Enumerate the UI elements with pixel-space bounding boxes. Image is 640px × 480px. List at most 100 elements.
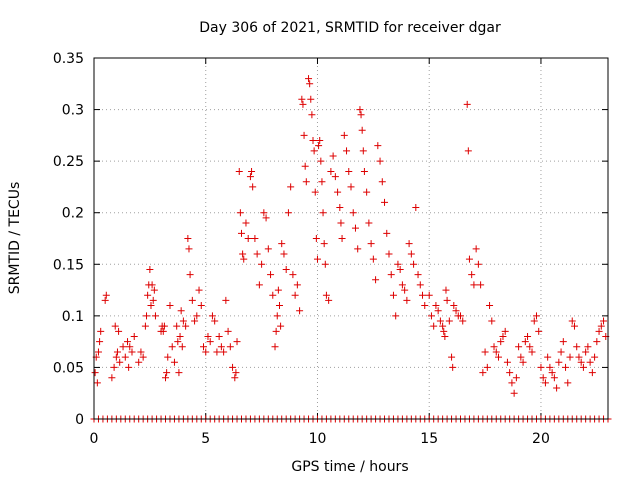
data-point [372,276,380,284]
data-point [508,379,516,387]
data-point [349,209,357,217]
data-point [222,296,230,304]
data-point [273,312,281,320]
data-point [302,178,310,186]
data-point [249,183,257,191]
data-point [579,363,587,371]
data-point [124,338,132,346]
data-point [412,204,420,212]
data-point [481,348,489,356]
data-point [376,157,384,165]
data-point [351,224,359,232]
data-point [108,374,116,382]
data-point [394,260,402,268]
data-point [416,281,424,289]
data-point [94,348,102,356]
data-point [110,363,118,371]
data-point [410,260,418,268]
data-point [162,374,170,382]
data-point [459,317,467,325]
data-point [488,317,496,325]
data-point [179,317,187,325]
data-point [240,255,248,263]
data-point [143,312,151,320]
y-tick-label: 0.25 [53,154,84,170]
data-point [264,245,272,253]
data-point [319,209,327,217]
data-point [550,374,558,382]
data-point [173,322,181,330]
data-point [443,296,451,304]
data-point [313,255,321,263]
data-point [564,379,572,387]
data-point [170,358,178,366]
data-point [526,343,534,351]
data-point [548,369,556,377]
data-point [343,147,351,155]
data-point [277,322,285,330]
y-tick-label: 0 [75,412,84,428]
data-point [159,327,167,335]
data-point [359,147,367,155]
data-point [305,75,313,83]
data-point [600,317,608,325]
plot-frame [93,57,609,420]
data-point [111,322,119,330]
data-point [119,343,127,351]
data-point [486,302,494,310]
data-point [102,291,110,299]
data-point [200,343,208,351]
data-point [597,322,605,330]
data-point [287,183,295,191]
data-point [113,348,121,356]
data-point [278,240,286,248]
data-point [312,235,320,242]
data-point [130,332,138,340]
y-tick-label: 0.3 [62,103,84,119]
data-point [146,265,154,273]
data-point [586,358,594,366]
data-point [499,332,507,340]
data-point [553,384,561,392]
data-point [521,338,529,346]
data-point [135,358,143,366]
data-point [570,322,578,330]
data-point [126,343,134,351]
data-point [177,307,185,315]
data-point [336,204,344,212]
data-point [226,343,234,351]
data-point [396,265,404,273]
data-point [141,322,149,330]
data-points [90,75,612,423]
data-point [293,281,301,289]
data-point [470,281,478,289]
data-point [436,317,444,325]
data-point [244,235,252,242]
data-point [331,173,339,181]
data-point [559,338,567,346]
data-point [573,343,581,351]
data-point [448,353,456,361]
data-point [317,157,325,165]
data-point [544,353,552,361]
chart-title: Day 306 of 2021, SRMTID for receiver dga… [199,20,501,36]
data-point [517,353,525,361]
data-point [401,286,409,294]
data-point [309,137,317,145]
data-point [385,250,393,258]
data-point [195,286,203,294]
data-point [419,291,427,299]
data-point [374,142,382,150]
data-point [584,343,592,351]
data-point [91,369,99,377]
data-point [381,198,389,206]
data-point [318,178,326,186]
data-point [457,312,465,320]
data-point [383,229,391,237]
data-point [398,281,406,289]
data-point [425,291,433,299]
data-point [112,353,120,361]
data-point [184,235,192,242]
data-point [378,178,386,186]
